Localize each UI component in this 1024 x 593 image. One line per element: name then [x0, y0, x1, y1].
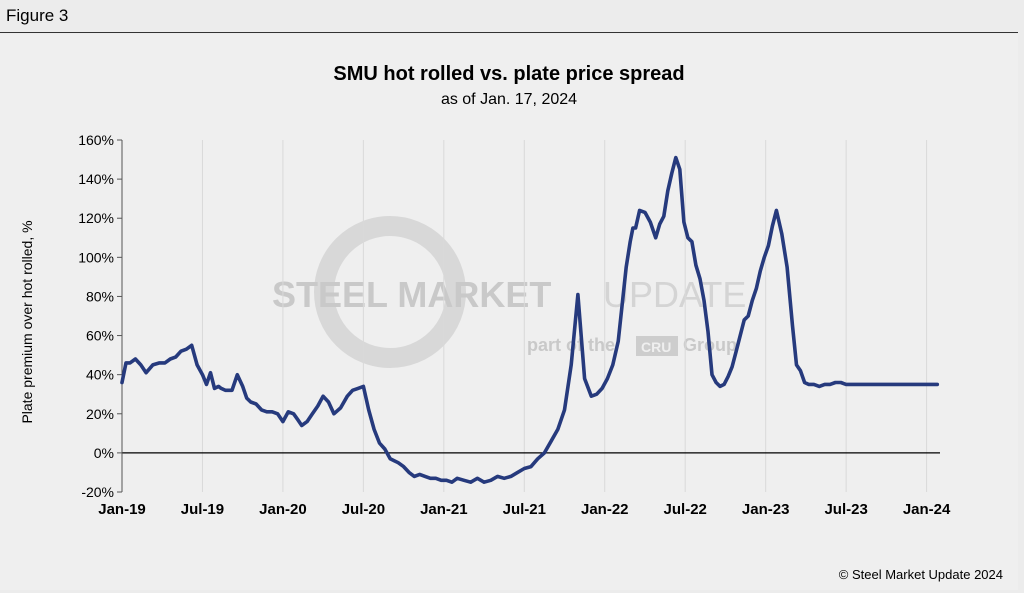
y-tick-label: 60% [86, 328, 114, 344]
watermark-update-text: UPDATE [603, 274, 746, 315]
watermark-cru-text: CRU [641, 339, 671, 355]
y-tick-label: 100% [78, 249, 114, 265]
series-line [120, 155, 940, 485]
x-tick-label: Jul-21 [503, 501, 546, 518]
x-tick-label: Jul-23 [824, 501, 867, 518]
x-axis-ticks: Jan-19 Jul-19 Jan-20 Jul-20 Jan-21 Jul-21 Jan-… [98, 501, 951, 518]
series-group [120, 155, 940, 485]
x-tick-label: Jul-20 [342, 501, 385, 518]
x-tick-label: Jan-19 [98, 501, 146, 518]
y-tick-label: 20% [86, 406, 114, 422]
watermark-cru-logo [636, 336, 678, 356]
chart-panel: STEEL MARKET UPDATE part of the CRU Grou… [0, 34, 1018, 590]
watermark-brand-text: STEEL MARKET [272, 274, 551, 315]
header-divider [0, 32, 1018, 33]
y-tick-label: 40% [86, 367, 114, 383]
x-tick-label: Jan-23 [742, 501, 790, 518]
copyright-text: © Steel Market Update 2024 [839, 567, 1003, 582]
figure-label: Figure 3 [6, 6, 69, 25]
y-tick-label: 160% [78, 132, 114, 148]
x-tick-label: Jan-20 [259, 501, 307, 518]
y-tick-label: -20% [81, 484, 114, 500]
x-tick-label: Jul-22 [664, 501, 707, 518]
y-axis-label: Plate premium over hot rolled, % [19, 220, 35, 423]
x-tick-label: Jan-22 [581, 501, 629, 518]
x-tick-label: Jan-24 [903, 501, 951, 518]
chart-title: SMU hot rolled vs. plate price spread [333, 63, 684, 85]
y-tick-label: 80% [86, 288, 114, 304]
y-tick-label: 140% [78, 171, 114, 187]
watermark-ring-icon [314, 216, 466, 368]
watermark-partof-text: part of the [527, 335, 615, 355]
chart-subtitle: as of Jan. 17, 2024 [441, 91, 577, 108]
y-axis-ticks: -20% 0% 20% 40% 60% 80% 100% 120% 140% 160% [78, 132, 123, 500]
spread-chart: STEEL MARKET UPDATE part of the CRU Grou… [19, 63, 1003, 582]
x-tick-label: Jul-19 [181, 501, 224, 518]
y-tick-label: 0% [94, 445, 114, 461]
x-tick-label: Jan-21 [420, 501, 468, 518]
y-tick-label: 120% [78, 210, 114, 226]
watermark: STEEL MARKET UPDATE part of the CRU Grou… [272, 216, 746, 368]
gridlines [121, 140, 940, 492]
